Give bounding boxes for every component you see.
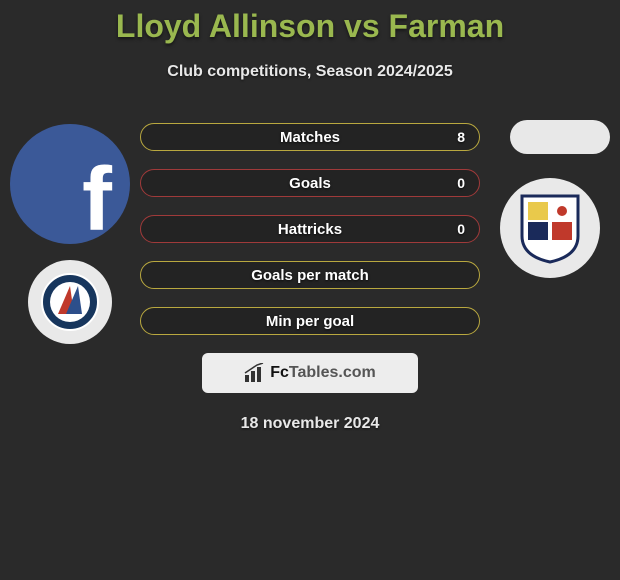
stat-label: Matches xyxy=(141,129,479,146)
date-label: 18 november 2024 xyxy=(0,415,620,433)
stat-label: Hattricks xyxy=(141,221,479,238)
chesterfield-badge-icon xyxy=(40,272,100,332)
stat-value-right: 0 xyxy=(457,221,465,237)
stat-label: Min per goal xyxy=(141,313,479,330)
brand-prefix: Fc xyxy=(270,364,289,381)
stat-label: Goals per match xyxy=(141,267,479,284)
player2-club-badge xyxy=(500,178,600,278)
stat-value-right: 8 xyxy=(457,129,465,145)
stat-goals-per-match: Goals per match xyxy=(140,261,480,289)
chart-icon xyxy=(244,363,266,383)
brand-suffix: Tables.com xyxy=(289,364,376,381)
stat-min-per-goal: Min per goal xyxy=(140,307,480,335)
stat-label: Goals xyxy=(141,175,479,192)
stats-list: Matches 8 Goals 0 Hattricks 0 Goals per … xyxy=(140,123,480,335)
page-title: Lloyd Allinson vs Farman xyxy=(0,0,620,45)
subtitle: Club competitions, Season 2024/2025 xyxy=(0,63,620,81)
stat-hattricks: Hattricks 0 xyxy=(140,215,480,243)
brand-badge: FcTables.com xyxy=(202,353,418,393)
stat-matches: Matches 8 xyxy=(140,123,480,151)
player1-club-badge xyxy=(28,260,112,344)
stat-goals: Goals 0 xyxy=(140,169,480,197)
player1-avatar: f xyxy=(10,124,130,244)
barrow-badge-icon xyxy=(518,192,582,264)
stat-value-right: 0 xyxy=(457,175,465,191)
player2-avatar xyxy=(510,120,610,154)
facebook-icon: f xyxy=(82,149,112,244)
